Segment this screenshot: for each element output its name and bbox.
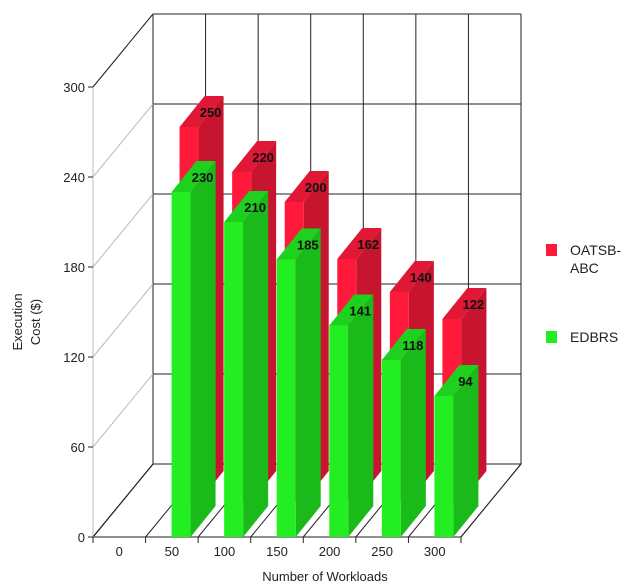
data-label-edbrs-300: 94 xyxy=(458,374,473,389)
side-wall-gridline xyxy=(92,463,154,538)
x-tick-label: 300 xyxy=(424,544,446,559)
bar-top-face xyxy=(389,261,434,292)
y-tick-label: 60 xyxy=(71,440,85,455)
data-label-edbrs-100: 210 xyxy=(244,200,266,215)
x-tick-label: 250 xyxy=(371,544,393,559)
bar-top-face xyxy=(442,288,487,319)
bar-side-face xyxy=(243,191,269,537)
y-tick-label: 120 xyxy=(63,350,85,365)
floor-depth-gridline xyxy=(460,463,522,538)
y-axis-title-line-2: Cost ($) xyxy=(28,299,43,345)
x-tick-label: 50 xyxy=(165,544,179,559)
legend-swatch-edbrs xyxy=(546,331,557,343)
bar-top-face xyxy=(434,365,479,396)
data-label-edbrs-200: 141 xyxy=(349,304,371,319)
legend-label-edbrs: EDBRS xyxy=(570,329,619,345)
data-label-oatsb-abc-250: 140 xyxy=(410,270,432,285)
data-label-oatsb-abc-100: 220 xyxy=(252,150,274,165)
data-label-edbrs-50: 230 xyxy=(192,170,214,185)
bar-edbrs-200 xyxy=(329,294,374,537)
bar-front-face xyxy=(224,222,244,537)
labels-layer: 250 230 220 210 200 185 162 141 140 118 122 94 xyxy=(192,105,485,389)
data-label-oatsb-abc-150: 200 xyxy=(305,180,327,195)
bar-front-face xyxy=(276,259,296,537)
bar-top-face xyxy=(381,329,426,360)
side-wall-top-edge xyxy=(92,13,154,88)
data-label-edbrs-250: 118 xyxy=(402,338,423,353)
bar-top-face xyxy=(224,191,269,222)
bar-top-face xyxy=(337,228,382,259)
x-tick-label: 100 xyxy=(214,544,236,559)
bar-side-face xyxy=(400,329,426,537)
y-tick-label: 240 xyxy=(63,170,85,185)
data-label-oatsb-abc-200: 162 xyxy=(357,237,379,252)
ticks-layer: 0 60 120 180 240 300 0 50 100 150 200 250 300 xyxy=(63,80,462,559)
y-axis-title-line-1: Execution xyxy=(10,293,25,350)
legend-swatch-oatsb-abc xyxy=(546,244,557,256)
y-tick-label: 300 xyxy=(63,80,85,95)
side-wall-gridline xyxy=(92,193,154,268)
bar-top-face xyxy=(329,294,374,326)
bar-side-face xyxy=(295,228,321,537)
bar-edbrs-250 xyxy=(381,329,426,537)
x-tick-label: 200 xyxy=(319,544,341,559)
x-axis-title: Number of Workloads xyxy=(262,569,388,584)
side-wall-gridline xyxy=(92,103,154,178)
bars-layer xyxy=(171,96,487,537)
legend-label-oatsb-abc: OATSB-ABC xyxy=(570,242,622,276)
bar-top-face xyxy=(284,171,329,202)
bar-top-face xyxy=(232,141,277,172)
bar-front-face xyxy=(171,192,191,537)
data-label-oatsb-abc-50: 250 xyxy=(200,105,222,120)
bar-front-face xyxy=(329,325,349,537)
bar-edbrs-50 xyxy=(171,161,216,537)
data-label-oatsb-abc-300: 122 xyxy=(463,297,485,312)
bar-top-face xyxy=(179,96,224,127)
x-tick-label: 0 xyxy=(116,544,123,559)
bar-top-face xyxy=(171,161,216,192)
bar-side-face xyxy=(453,365,479,537)
bar-top-face xyxy=(276,228,321,260)
data-label-edbrs-150: 185 xyxy=(297,238,319,253)
y-tick-label: 0 xyxy=(78,530,85,545)
bar-front-face xyxy=(381,360,401,537)
bar-front-face xyxy=(434,396,454,537)
side-wall-gridline xyxy=(92,283,154,358)
bar-edbrs-300 xyxy=(434,365,479,537)
y-tick-label: 180 xyxy=(63,260,85,275)
bar-side-face xyxy=(190,161,216,537)
bar-side-face xyxy=(348,294,374,537)
side-wall-gridline xyxy=(92,373,154,448)
bar-edbrs-150 xyxy=(276,228,321,537)
bar-edbrs-100 xyxy=(224,191,269,537)
x-tick-label: 150 xyxy=(266,544,288,559)
